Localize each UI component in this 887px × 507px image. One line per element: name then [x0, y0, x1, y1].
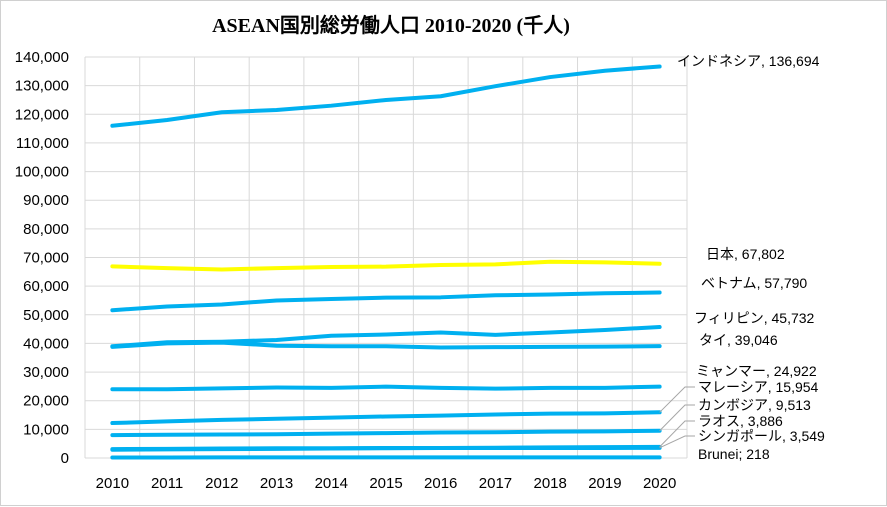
y-tick-label: 100,000	[15, 164, 69, 181]
x-tick-label: 2020	[643, 475, 676, 492]
x-axis-ticks: 2010 2011 2012 2013 2014 2015 2016 2017 2018 2019…	[96, 475, 677, 492]
end-label: Brunei; 218	[698, 446, 770, 462]
x-tick-label: 2015	[369, 475, 402, 492]
y-tick-label: 120,000	[15, 106, 69, 123]
y-tick-label: 70,000	[23, 250, 69, 267]
y-tick-label: 80,000	[23, 221, 69, 238]
x-tick-label: 2013	[260, 475, 293, 492]
x-tick-label: 2010	[96, 475, 129, 492]
end-label: インドネシア, 136,694	[677, 53, 820, 69]
x-tick-label: 2011	[151, 475, 183, 492]
end-label: シンガポール, 3,549	[698, 428, 825, 444]
end-label: タイ, 39,046	[699, 332, 778, 348]
x-tick-label: 2018	[533, 475, 566, 492]
y-tick-label: 60,000	[23, 278, 69, 295]
x-tick-label: 2012	[205, 475, 238, 492]
end-label: ミャンマー, 24,922	[696, 363, 817, 379]
x-tick-label: 2014	[315, 475, 348, 492]
x-tick-label: 2016	[424, 475, 457, 492]
y-tick-label: 10,000	[23, 421, 69, 438]
leader-line	[660, 387, 695, 412]
end-label: フィリピン, 45,732	[694, 310, 815, 326]
x-tick-label: 2017	[479, 475, 512, 492]
end-label: マレーシア, 15,954	[698, 379, 819, 395]
y-tick-label: 30,000	[23, 364, 69, 381]
end-label: ラオス, 3,886	[698, 413, 783, 429]
y-tick-label: 90,000	[23, 192, 69, 209]
leader-line	[660, 405, 695, 431]
y-tick-label: 0	[61, 450, 69, 467]
y-tick-label: 50,000	[23, 307, 69, 324]
end-label: 日本, 67,802	[706, 246, 785, 262]
y-tick-label: 20,000	[23, 393, 69, 410]
series-line-9	[112, 448, 659, 449]
y-tick-label: 40,000	[23, 335, 69, 352]
series-line-5	[112, 387, 659, 390]
y-axis-ticks: 0 10,000 20,000 30,000 40,000 50,000 60,000 70,…	[15, 49, 69, 467]
x-tick-label: 2019	[588, 475, 621, 492]
chart-title: ASEAN国別総労働人口 2010-2020 (千人)	[212, 13, 570, 37]
y-tick-label: 140,000	[15, 49, 69, 66]
end-label: カンボジア, 9,513	[698, 397, 811, 413]
end-label: ベトナム, 57,790	[701, 275, 807, 291]
y-tick-label: 110,000	[16, 135, 69, 152]
y-tick-label: 130,000	[15, 78, 69, 95]
